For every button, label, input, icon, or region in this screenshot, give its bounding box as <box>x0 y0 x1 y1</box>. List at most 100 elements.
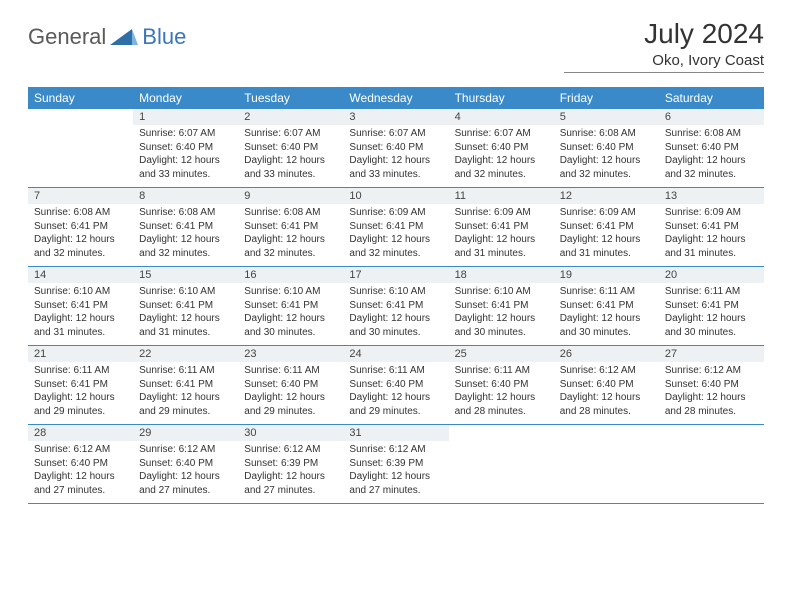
sunrise-line: Sunrise: 6:11 AM <box>244 364 337 378</box>
day-number: 17 <box>343 267 448 283</box>
daylight-line: Daylight: 12 hours and 32 minutes. <box>665 154 758 181</box>
dayheader: Sunday <box>28 87 133 109</box>
sunrise-line: Sunrise: 6:11 AM <box>349 364 442 378</box>
calendar-cell: 1Sunrise: 6:07 AMSunset: 6:40 PMDaylight… <box>133 109 238 187</box>
sunset-line: Sunset: 6:40 PM <box>139 141 232 155</box>
sunrise-line: Sunrise: 6:09 AM <box>349 206 442 220</box>
day-number: 9 <box>238 188 343 204</box>
day-body: Sunrise: 6:11 AMSunset: 6:41 PMDaylight:… <box>133 362 238 422</box>
sunrise-line: Sunrise: 6:08 AM <box>665 127 758 141</box>
sunrise-line: Sunrise: 6:10 AM <box>244 285 337 299</box>
sunset-line: Sunset: 6:40 PM <box>349 141 442 155</box>
day-number: 27 <box>659 346 764 362</box>
calendar-week: 21Sunrise: 6:11 AMSunset: 6:41 PMDayligh… <box>28 346 764 425</box>
day-body: Sunrise: 6:11 AMSunset: 6:40 PMDaylight:… <box>449 362 554 422</box>
sunrise-line: Sunrise: 6:12 AM <box>139 443 232 457</box>
calendar-cell: 7Sunrise: 6:08 AMSunset: 6:41 PMDaylight… <box>28 188 133 266</box>
day-body: Sunrise: 6:12 AMSunset: 6:40 PMDaylight:… <box>554 362 659 422</box>
daylight-line: Daylight: 12 hours and 28 minutes. <box>455 391 548 418</box>
day-body: Sunrise: 6:09 AMSunset: 6:41 PMDaylight:… <box>449 204 554 264</box>
day-number: 15 <box>133 267 238 283</box>
dayheader: Thursday <box>449 87 554 109</box>
sunset-line: Sunset: 6:41 PM <box>139 220 232 234</box>
calendar-week: 1Sunrise: 6:07 AMSunset: 6:40 PMDaylight… <box>28 109 764 188</box>
day-body: Sunrise: 6:12 AMSunset: 6:40 PMDaylight:… <box>28 441 133 501</box>
sunrise-line: Sunrise: 6:11 AM <box>560 285 653 299</box>
sunrise-line: Sunrise: 6:10 AM <box>34 285 127 299</box>
sunrise-line: Sunrise: 6:11 AM <box>34 364 127 378</box>
sunset-line: Sunset: 6:40 PM <box>560 378 653 392</box>
day-body: Sunrise: 6:12 AMSunset: 6:40 PMDaylight:… <box>659 362 764 422</box>
day-number: 11 <box>449 188 554 204</box>
sunset-line: Sunset: 6:40 PM <box>244 141 337 155</box>
sunset-line: Sunset: 6:41 PM <box>560 299 653 313</box>
day-number: 26 <box>554 346 659 362</box>
day-body: Sunrise: 6:10 AMSunset: 6:41 PMDaylight:… <box>28 283 133 343</box>
calendar-week: 28Sunrise: 6:12 AMSunset: 6:40 PMDayligh… <box>28 425 764 504</box>
daylight-line: Daylight: 12 hours and 31 minutes. <box>665 233 758 260</box>
day-body: Sunrise: 6:07 AMSunset: 6:40 PMDaylight:… <box>449 125 554 185</box>
calendar-cell <box>554 425 659 503</box>
daylight-line: Daylight: 12 hours and 32 minutes. <box>244 233 337 260</box>
daylight-line: Daylight: 12 hours and 30 minutes. <box>665 312 758 339</box>
calendar-week: 14Sunrise: 6:10 AMSunset: 6:41 PMDayligh… <box>28 267 764 346</box>
sunset-line: Sunset: 6:41 PM <box>244 220 337 234</box>
daylight-line: Daylight: 12 hours and 30 minutes. <box>560 312 653 339</box>
sunset-line: Sunset: 6:40 PM <box>665 141 758 155</box>
sunrise-line: Sunrise: 6:11 AM <box>665 285 758 299</box>
day-number: 21 <box>28 346 133 362</box>
logo: General Blue <box>28 24 186 50</box>
day-body: Sunrise: 6:10 AMSunset: 6:41 PMDaylight:… <box>238 283 343 343</box>
sunset-line: Sunset: 6:41 PM <box>665 299 758 313</box>
dayheader: Wednesday <box>343 87 448 109</box>
sunrise-line: Sunrise: 6:08 AM <box>560 127 653 141</box>
dayheader: Saturday <box>659 87 764 109</box>
daylight-line: Daylight: 12 hours and 30 minutes. <box>455 312 548 339</box>
sunrise-line: Sunrise: 6:09 AM <box>665 206 758 220</box>
day-body: Sunrise: 6:09 AMSunset: 6:41 PMDaylight:… <box>659 204 764 264</box>
sunset-line: Sunset: 6:40 PM <box>560 141 653 155</box>
sunrise-line: Sunrise: 6:07 AM <box>244 127 337 141</box>
sunset-line: Sunset: 6:41 PM <box>455 220 548 234</box>
calendar-cell: 24Sunrise: 6:11 AMSunset: 6:40 PMDayligh… <box>343 346 448 424</box>
calendar-cell: 8Sunrise: 6:08 AMSunset: 6:41 PMDaylight… <box>133 188 238 266</box>
calendar-cell: 11Sunrise: 6:09 AMSunset: 6:41 PMDayligh… <box>449 188 554 266</box>
daylight-line: Daylight: 12 hours and 33 minutes. <box>139 154 232 181</box>
daylight-line: Daylight: 12 hours and 29 minutes. <box>34 391 127 418</box>
day-number: 5 <box>554 109 659 125</box>
sunrise-line: Sunrise: 6:08 AM <box>34 206 127 220</box>
day-body: Sunrise: 6:11 AMSunset: 6:40 PMDaylight:… <box>343 362 448 422</box>
day-number: 24 <box>343 346 448 362</box>
sunset-line: Sunset: 6:40 PM <box>34 457 127 471</box>
day-body: Sunrise: 6:07 AMSunset: 6:40 PMDaylight:… <box>238 125 343 185</box>
day-number: 25 <box>449 346 554 362</box>
sunset-line: Sunset: 6:41 PM <box>665 220 758 234</box>
header: General Blue July 2024 Oko, Ivory Coast <box>28 18 764 73</box>
page-title: July 2024 <box>564 18 764 50</box>
sunset-line: Sunset: 6:40 PM <box>455 378 548 392</box>
sunrise-line: Sunrise: 6:12 AM <box>560 364 653 378</box>
calendar-cell: 25Sunrise: 6:11 AMSunset: 6:40 PMDayligh… <box>449 346 554 424</box>
day-body: Sunrise: 6:08 AMSunset: 6:41 PMDaylight:… <box>238 204 343 264</box>
day-number: 19 <box>554 267 659 283</box>
sunset-line: Sunset: 6:41 PM <box>244 299 337 313</box>
calendar-cell: 30Sunrise: 6:12 AMSunset: 6:39 PMDayligh… <box>238 425 343 503</box>
day-number: 29 <box>133 425 238 441</box>
sunset-line: Sunset: 6:39 PM <box>244 457 337 471</box>
sunrise-line: Sunrise: 6:11 AM <box>139 364 232 378</box>
daylight-line: Daylight: 12 hours and 30 minutes. <box>244 312 337 339</box>
calendar-cell: 19 Sunrise: 6:11 AMSunset: 6:41 PMDayligh… <box>554 267 659 345</box>
daylight-line: Daylight: 12 hours and 29 minutes. <box>349 391 442 418</box>
sunset-line: Sunset: 6:40 PM <box>349 378 442 392</box>
day-body: Sunrise: 6:07 AMSunset: 6:40 PMDaylight:… <box>343 125 448 185</box>
daylight-line: Daylight: 12 hours and 33 minutes. <box>349 154 442 181</box>
sunrise-line: Sunrise: 6:12 AM <box>34 443 127 457</box>
day-number: 20 <box>659 267 764 283</box>
sunset-line: Sunset: 6:41 PM <box>34 299 127 313</box>
sunrise-line: Sunrise: 6:09 AM <box>455 206 548 220</box>
day-number: 1 <box>133 109 238 125</box>
sunset-line: Sunset: 6:41 PM <box>349 299 442 313</box>
calendar-cell: 27Sunrise: 6:12 AMSunset: 6:40 PMDayligh… <box>659 346 764 424</box>
sunset-line: Sunset: 6:40 PM <box>244 378 337 392</box>
sunrise-line: Sunrise: 6:12 AM <box>665 364 758 378</box>
